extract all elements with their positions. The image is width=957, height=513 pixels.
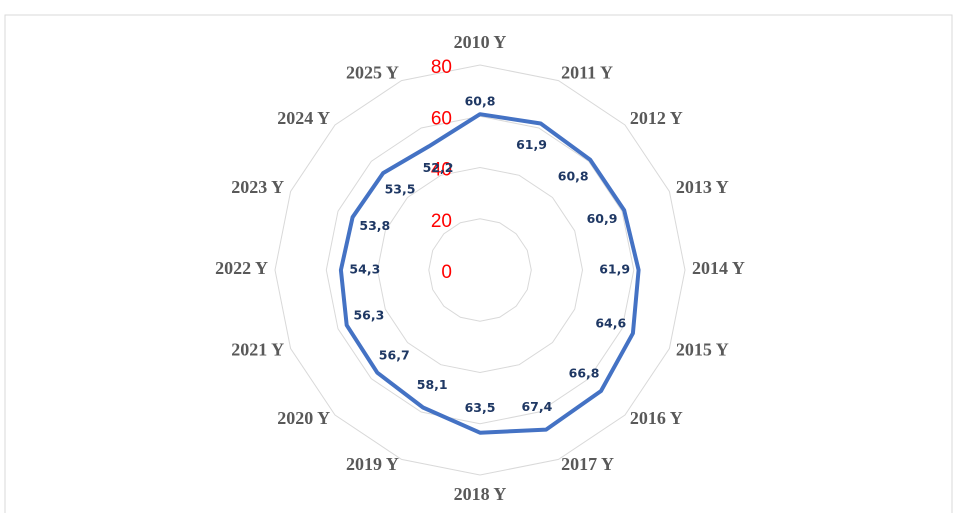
category-label: 2016 Y bbox=[630, 408, 683, 428]
data-label: 60,9 bbox=[587, 211, 618, 226]
category-label: 2015 Y bbox=[676, 339, 729, 359]
data-label: 56,3 bbox=[353, 308, 384, 323]
data-label: 56,7 bbox=[379, 347, 410, 362]
grid-ring bbox=[274, 64, 686, 476]
data-label: 67,4 bbox=[521, 399, 552, 414]
data-label: 61,9 bbox=[599, 262, 630, 277]
category-label: 2012 Y bbox=[630, 108, 683, 128]
category-label: 2022 Y bbox=[215, 258, 268, 278]
data-label: 66,8 bbox=[569, 366, 600, 381]
data-label: 58,1 bbox=[417, 377, 448, 392]
category-label: 2018 Y bbox=[454, 484, 507, 504]
category-label: 2019 Y bbox=[346, 454, 399, 474]
grid-ring bbox=[325, 115, 635, 425]
category-label: 2025 Y bbox=[346, 62, 399, 82]
series-line bbox=[338, 112, 641, 435]
chart-border bbox=[4, 14, 953, 513]
category-label: 2020 Y bbox=[277, 408, 330, 428]
tick-label: 40 bbox=[431, 160, 452, 181]
data-label: 60,8 bbox=[558, 168, 589, 183]
category-label: 2021 Y bbox=[231, 339, 284, 359]
category-label: 2014 Y bbox=[692, 258, 745, 278]
data-label: 61,9 bbox=[516, 137, 547, 152]
data-label: 64,6 bbox=[595, 316, 626, 331]
grid-ring bbox=[376, 166, 584, 374]
tick-label: 20 bbox=[431, 211, 452, 232]
category-label: 2010 Y bbox=[454, 32, 507, 52]
category-label: 2023 Y bbox=[231, 177, 284, 197]
data-label: 60,8 bbox=[465, 94, 496, 109]
category-label: 2017 Y bbox=[561, 454, 614, 474]
category-label: 2011 Y bbox=[561, 62, 613, 82]
data-label: 54,3 bbox=[349, 262, 380, 277]
data-label: 53,8 bbox=[359, 218, 390, 233]
category-label: 2024 Y bbox=[277, 108, 330, 128]
category-label: 2013 Y bbox=[676, 177, 729, 197]
tick-label: 80 bbox=[431, 57, 452, 78]
grid-ring bbox=[428, 218, 532, 322]
tick-label: 0 bbox=[441, 262, 452, 283]
data-label: 53,5 bbox=[385, 182, 416, 197]
data-label: 63,5 bbox=[465, 400, 496, 415]
data-label: 52,2 bbox=[423, 160, 454, 175]
tick-label: 60 bbox=[431, 108, 452, 129]
